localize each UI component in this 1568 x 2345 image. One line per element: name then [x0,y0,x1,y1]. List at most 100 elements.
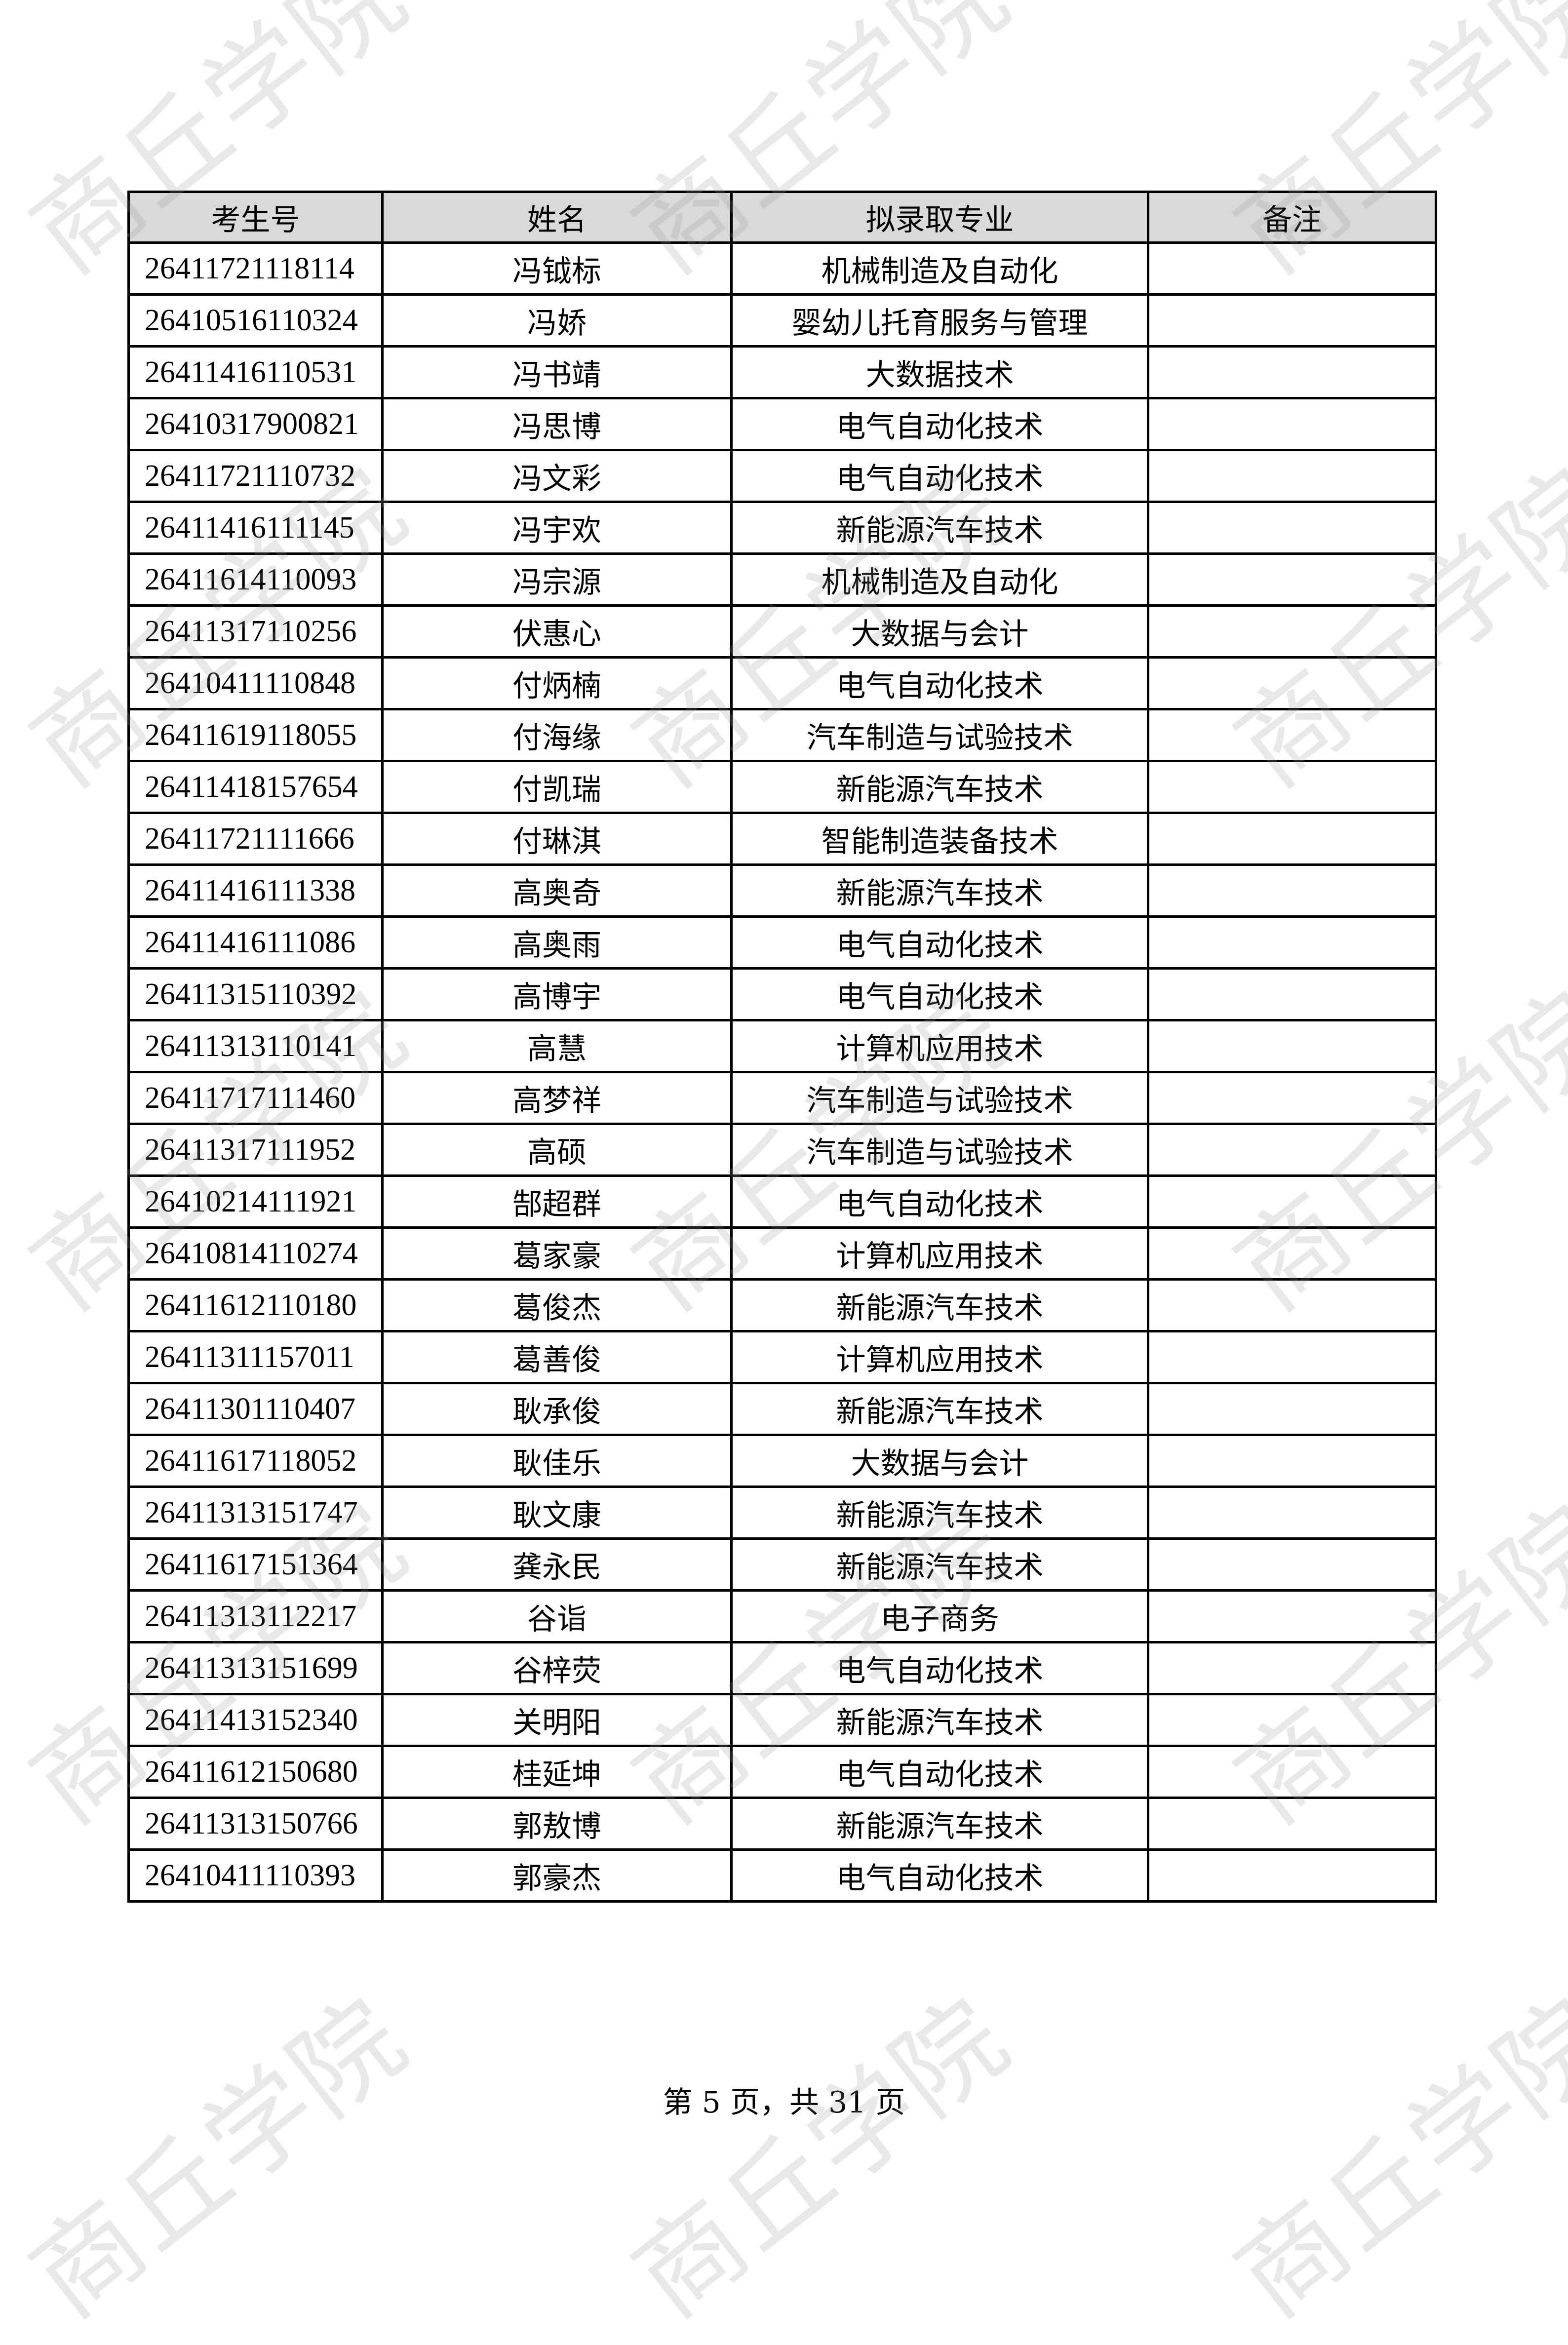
table-row: 26410411110393 郭豪杰 电气自动化技术 [127,1848,1437,1903]
major-cell: 新能源汽车技术 [730,1537,1149,1592]
exam-number-cell: 26411617118052 [127,1434,384,1488]
name-cell: 冯钺标 [381,241,733,296]
remarks-cell [1147,1434,1437,1488]
name-cell: 桂延坤 [381,1745,733,1799]
name-cell: 葛俊杰 [381,1278,733,1332]
major-cell: 电气自动化技术 [730,1174,1149,1229]
name-cell: 冯书靖 [381,345,733,399]
remarks-cell [1147,1330,1437,1384]
major-cell: 汽车制造与试验技术 [730,1071,1149,1125]
name-cell: 冯思博 [381,397,733,451]
exam-number-cell: 26411413152340 [127,1693,384,1747]
exam-number-cell: 26411612110180 [127,1278,384,1332]
exam-number-cell: 26410516110324 [127,293,384,348]
admission-table: 考生号 姓名 拟录取专业 备注 26411721118114 冯钺标 机械制造及自动… [127,191,1437,1903]
remarks-cell [1147,1641,1437,1695]
remarks-cell [1147,604,1437,659]
table-row: 26411617118052 耿佳乐 大数据与会计 [127,1434,1437,1488]
exam-number-cell: 26411301110407 [127,1382,384,1436]
major-cell: 新能源汽车技术 [730,1278,1149,1332]
exam-number-cell: 26410317900821 [127,397,384,451]
remarks-cell [1147,760,1437,814]
table-row: 26411717111460 高梦祥 汽车制造与试验技术 [127,1071,1437,1125]
major-cell: 新能源汽车技术 [730,501,1149,555]
name-cell: 谷诣 [381,1589,733,1643]
exam-number-cell: 26411416110531 [127,345,384,399]
table-row: 26411416111338 高奥奇 新能源汽车技术 [127,863,1437,918]
major-cell: 机械制造及自动化 [730,241,1149,296]
remarks-cell [1147,501,1437,555]
name-cell: 付炳楠 [381,656,733,710]
name-cell: 付凯瑞 [381,760,733,814]
name-cell: 葛家豪 [381,1226,733,1281]
major-cell: 电气自动化技术 [730,1745,1149,1799]
header-major: 拟录取专业 [730,191,1149,244]
remarks-cell [1147,1382,1437,1436]
table-row: 26411413152340 关明阳 新能源汽车技术 [127,1693,1437,1747]
exam-number-cell: 26411721118114 [127,241,384,296]
exam-number-cell: 26410214111921 [127,1174,384,1229]
table-row: 26411721118114 冯钺标 机械制造及自动化 [127,241,1437,296]
name-cell: 郭豪杰 [381,1848,733,1903]
table-row: 26411416110531 冯书靖 大数据技术 [127,345,1437,399]
table-row: 26411313110141 高慧 计算机应用技术 [127,1019,1437,1073]
major-cell: 机械制造及自动化 [730,552,1149,607]
name-cell: 付海缘 [381,708,733,762]
exam-number-cell: 26411416111145 [127,501,384,555]
table-row: 26410814110274 葛家豪 计算机应用技术 [127,1226,1437,1281]
name-cell: 关明阳 [381,1693,733,1747]
remarks-cell [1147,1174,1437,1229]
table-row: 26411301110407 耿承俊 新能源汽车技术 [127,1382,1437,1436]
exam-number-cell: 26411313112217 [127,1589,384,1643]
table-row: 26410214111921 郜超群 电气自动化技术 [127,1174,1437,1229]
major-cell: 智能制造装备技术 [730,812,1149,866]
table-row: 26411617151364 龚永民 新能源汽车技术 [127,1537,1437,1592]
remarks-cell [1147,863,1437,918]
remarks-cell [1147,1485,1437,1540]
remarks-cell [1147,1226,1437,1281]
header-exam-number: 考生号 [127,191,384,244]
table-row: 26411721110732 冯文彩 电气自动化技术 [127,449,1437,503]
exam-number-cell: 26410814110274 [127,1226,384,1281]
name-cell: 郜超群 [381,1174,733,1229]
exam-number-cell: 26411315110392 [127,967,384,1021]
remarks-cell [1147,1848,1437,1903]
exam-number-cell: 26411313151747 [127,1485,384,1540]
remarks-cell [1147,812,1437,866]
remarks-cell [1147,293,1437,348]
name-cell: 高慧 [381,1019,733,1073]
watermark-text: 商丘学院 [611,1974,1032,2341]
exam-number-cell: 26410411110393 [127,1848,384,1903]
remarks-cell [1147,915,1437,970]
table-row: 26411614110093 冯宗源 机械制造及自动化 [127,552,1437,607]
table-row: 26411311157011 葛善俊 计算机应用技术 [127,1330,1437,1384]
major-cell: 电气自动化技术 [730,915,1149,970]
exam-number-cell: 26411612150680 [127,1745,384,1799]
remarks-cell [1147,397,1437,451]
table-row: 26411416111086 高奥雨 电气自动化技术 [127,915,1437,970]
name-cell: 冯宗源 [381,552,733,607]
name-cell: 耿承俊 [381,1382,733,1436]
major-cell: 电气自动化技术 [730,449,1149,503]
table-row: 26411313150766 郭敖博 新能源汽车技术 [127,1797,1437,1851]
exam-number-cell: 26411614110093 [127,552,384,607]
exam-number-cell: 26411311157011 [127,1330,384,1384]
watermark-text: 商丘学院 [1214,1974,1568,2341]
exam-number-cell: 26411418157654 [127,760,384,814]
major-cell: 大数据与会计 [730,604,1149,659]
remarks-cell [1147,1589,1437,1643]
table-row: 26411612150680 桂延坤 电气自动化技术 [127,1745,1437,1799]
remarks-cell [1147,708,1437,762]
table-row: 26411416111145 冯宇欢 新能源汽车技术 [127,501,1437,555]
name-cell: 付琳淇 [381,812,733,866]
major-cell: 电气自动化技术 [730,656,1149,710]
major-cell: 电气自动化技术 [730,1641,1149,1695]
table-row: 26411317110256 伏惠心 大数据与会计 [127,604,1437,659]
table-row: 26411313151699 谷梓荧 电气自动化技术 [127,1641,1437,1695]
name-cell: 伏惠心 [381,604,733,659]
name-cell: 冯文彩 [381,449,733,503]
name-cell: 高博宇 [381,967,733,1021]
remarks-cell [1147,1537,1437,1592]
exam-number-cell: 26410411110848 [127,656,384,710]
table-row: 26411315110392 高博宇 电气自动化技术 [127,967,1437,1021]
